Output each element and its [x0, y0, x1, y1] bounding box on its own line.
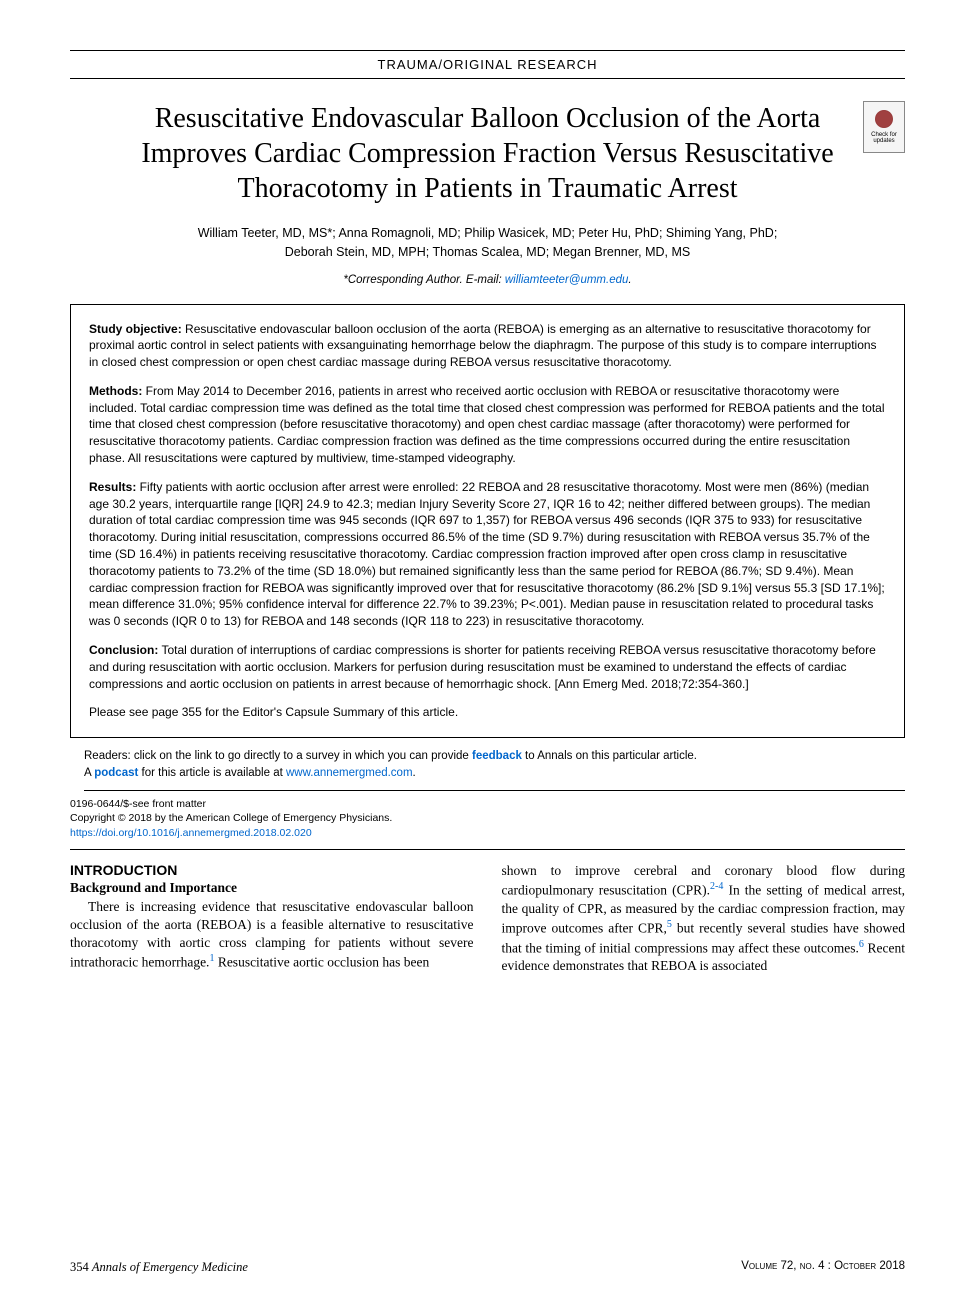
authors-line-1: William Teeter, MD, MS*; Anna Romagnoli,…: [198, 226, 778, 240]
authors-line-2: Deborah Stein, MD, MPH; Thomas Scalea, M…: [285, 245, 690, 259]
body-para-2: shown to improve cerebral and coronary b…: [502, 862, 906, 976]
abstract-methods: Methods: From May 2014 to December 2016,…: [89, 383, 886, 467]
page-footer: 354 Annals of Emergency Medicine Volume …: [70, 1260, 905, 1275]
capsule-note: Please see page 355 for the Editor's Cap…: [89, 704, 886, 721]
title-block: Check for updates Resuscitative Endovasc…: [70, 78, 905, 286]
objective-text: Resuscitative endovascular balloon occlu…: [89, 322, 877, 370]
section-header: TRAUMA/ORIGINAL RESEARCH: [70, 57, 905, 78]
body-columns: INTRODUCTION Background and Importance T…: [70, 862, 905, 976]
column-left: INTRODUCTION Background and Importance T…: [70, 862, 474, 976]
body-para-1: There is increasing evidence that resusc…: [70, 898, 474, 972]
readers-line1-post: to Annals on this particular article.: [522, 750, 697, 762]
footer-left: 354 Annals of Emergency Medicine: [70, 1260, 248, 1275]
conclusion-text: Total duration of interruptions of cardi…: [89, 643, 876, 691]
corresponding-author: *Corresponding Author. E-mail: williamte…: [70, 274, 905, 286]
methods-label: Methods:: [89, 384, 142, 398]
annals-url-link[interactable]: www.annemergmed.com: [286, 767, 413, 779]
column-right: shown to improve cerebral and coronary b…: [502, 862, 906, 976]
check-updates-icon: [875, 110, 893, 128]
abstract-results: Results: Fifty patients with aortic occl…: [89, 479, 886, 630]
objective-label: Study objective:: [89, 322, 182, 336]
citation-2-4[interactable]: 2-4: [710, 881, 723, 892]
top-rule: [70, 50, 905, 51]
readers-line1-pre: Readers: click on the link to go directl…: [84, 750, 472, 762]
podcast-link[interactable]: podcast: [94, 767, 138, 779]
front-matter: 0196-0644/$-see front matter Copyright ©…: [70, 797, 905, 850]
journal-name: Annals of Emergency Medicine: [92, 1260, 248, 1274]
conclusion-label: Conclusion:: [89, 643, 158, 657]
check-updates-label: Check for updates: [864, 132, 904, 144]
corresponding-prefix: *Corresponding Author. E-mail:: [343, 274, 505, 286]
copyright-line: Copyright © 2018 by the American College…: [70, 811, 905, 826]
abstract-conclusion: Conclusion: Total duration of interrupti…: [89, 642, 886, 692]
abstract-objective: Study objective: Resuscitative endovascu…: [89, 321, 886, 371]
readers-line2-pre: A: [84, 767, 94, 779]
sub-heading: Background and Importance: [70, 880, 474, 896]
page-number: 354: [70, 1260, 89, 1274]
period: .: [628, 274, 631, 286]
footer-right: Volume 72, no. 4 : October 2018: [741, 1260, 905, 1275]
corresponding-email-link[interactable]: williamteeter@umm.edu: [505, 274, 629, 286]
readers-line2-post: .: [413, 767, 416, 779]
results-label: Results:: [89, 480, 136, 494]
article-title: Resuscitative Endovascular Balloon Occlu…: [130, 101, 845, 206]
check-updates-badge[interactable]: Check for updates: [863, 101, 905, 153]
feedback-link[interactable]: feedback: [472, 750, 522, 762]
intro-heading: INTRODUCTION: [70, 862, 474, 878]
authors: William Teeter, MD, MS*; Anna Romagnoli,…: [70, 224, 905, 262]
readers-note: Readers: click on the link to go directl…: [84, 748, 905, 790]
readers-line2-mid: for this article is available at: [138, 767, 286, 779]
issn-line: 0196-0644/$-see front matter: [70, 797, 905, 812]
doi-link[interactable]: https://doi.org/10.1016/j.annemergmed.20…: [70, 827, 312, 839]
methods-text: From May 2014 to December 2016, patients…: [89, 384, 885, 465]
abstract-box: Study objective: Resuscitative endovascu…: [70, 304, 905, 739]
p1-b: Resuscitative aortic occlusion has been: [214, 955, 429, 970]
issue-info: Volume 72, no. 4 : October 2018: [741, 1260, 905, 1272]
results-text: Fifty patients with aortic occlusion aft…: [89, 480, 885, 628]
